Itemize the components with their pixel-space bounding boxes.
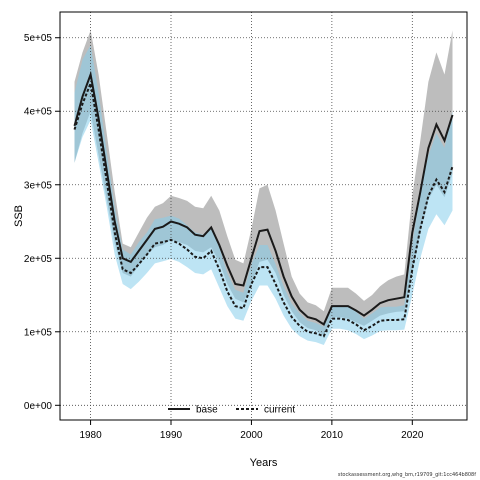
x-tick-label: 2000: [240, 430, 263, 441]
y-tick-label: 2e+05: [24, 254, 53, 265]
confidence-bands: [74, 30, 453, 345]
y-tick-label: 3e+05: [24, 180, 53, 191]
footer-caption: stockassessment.org,whg_bm,r19709_git:1c…: [337, 472, 476, 478]
y-tick-label: 5e+05: [24, 33, 53, 44]
grid-lines: [60, 12, 467, 420]
series-line-current: [73, 79, 454, 338]
legend: base current: [168, 405, 295, 416]
x-tick-label: 2020: [401, 430, 424, 441]
y-tick-label: 4e+05: [24, 107, 53, 118]
legend-label-current: current: [264, 405, 295, 416]
band-base: [74, 30, 453, 336]
x-axis: 1980 1990 2000 2010 2020: [79, 420, 424, 441]
x-tick-label: 1990: [160, 430, 183, 441]
x-tick-label: 2010: [321, 430, 344, 441]
band-current: [74, 45, 453, 345]
y-tick-label: 0e+00: [24, 401, 53, 412]
series-line-base: [73, 70, 454, 326]
x-axis-title: Years: [250, 457, 278, 469]
y-tick-label: 1e+05: [24, 327, 53, 338]
plot-frame: [59, 11, 468, 421]
legend-label-base: base: [196, 405, 218, 416]
y-axis: 0e+00 1e+05 2e+05 3e+05 4e+05 5e+05: [24, 33, 60, 412]
series-lines: [73, 70, 454, 338]
x-tick-label: 1980: [79, 430, 102, 441]
y-axis-title: SSB: [13, 205, 25, 227]
